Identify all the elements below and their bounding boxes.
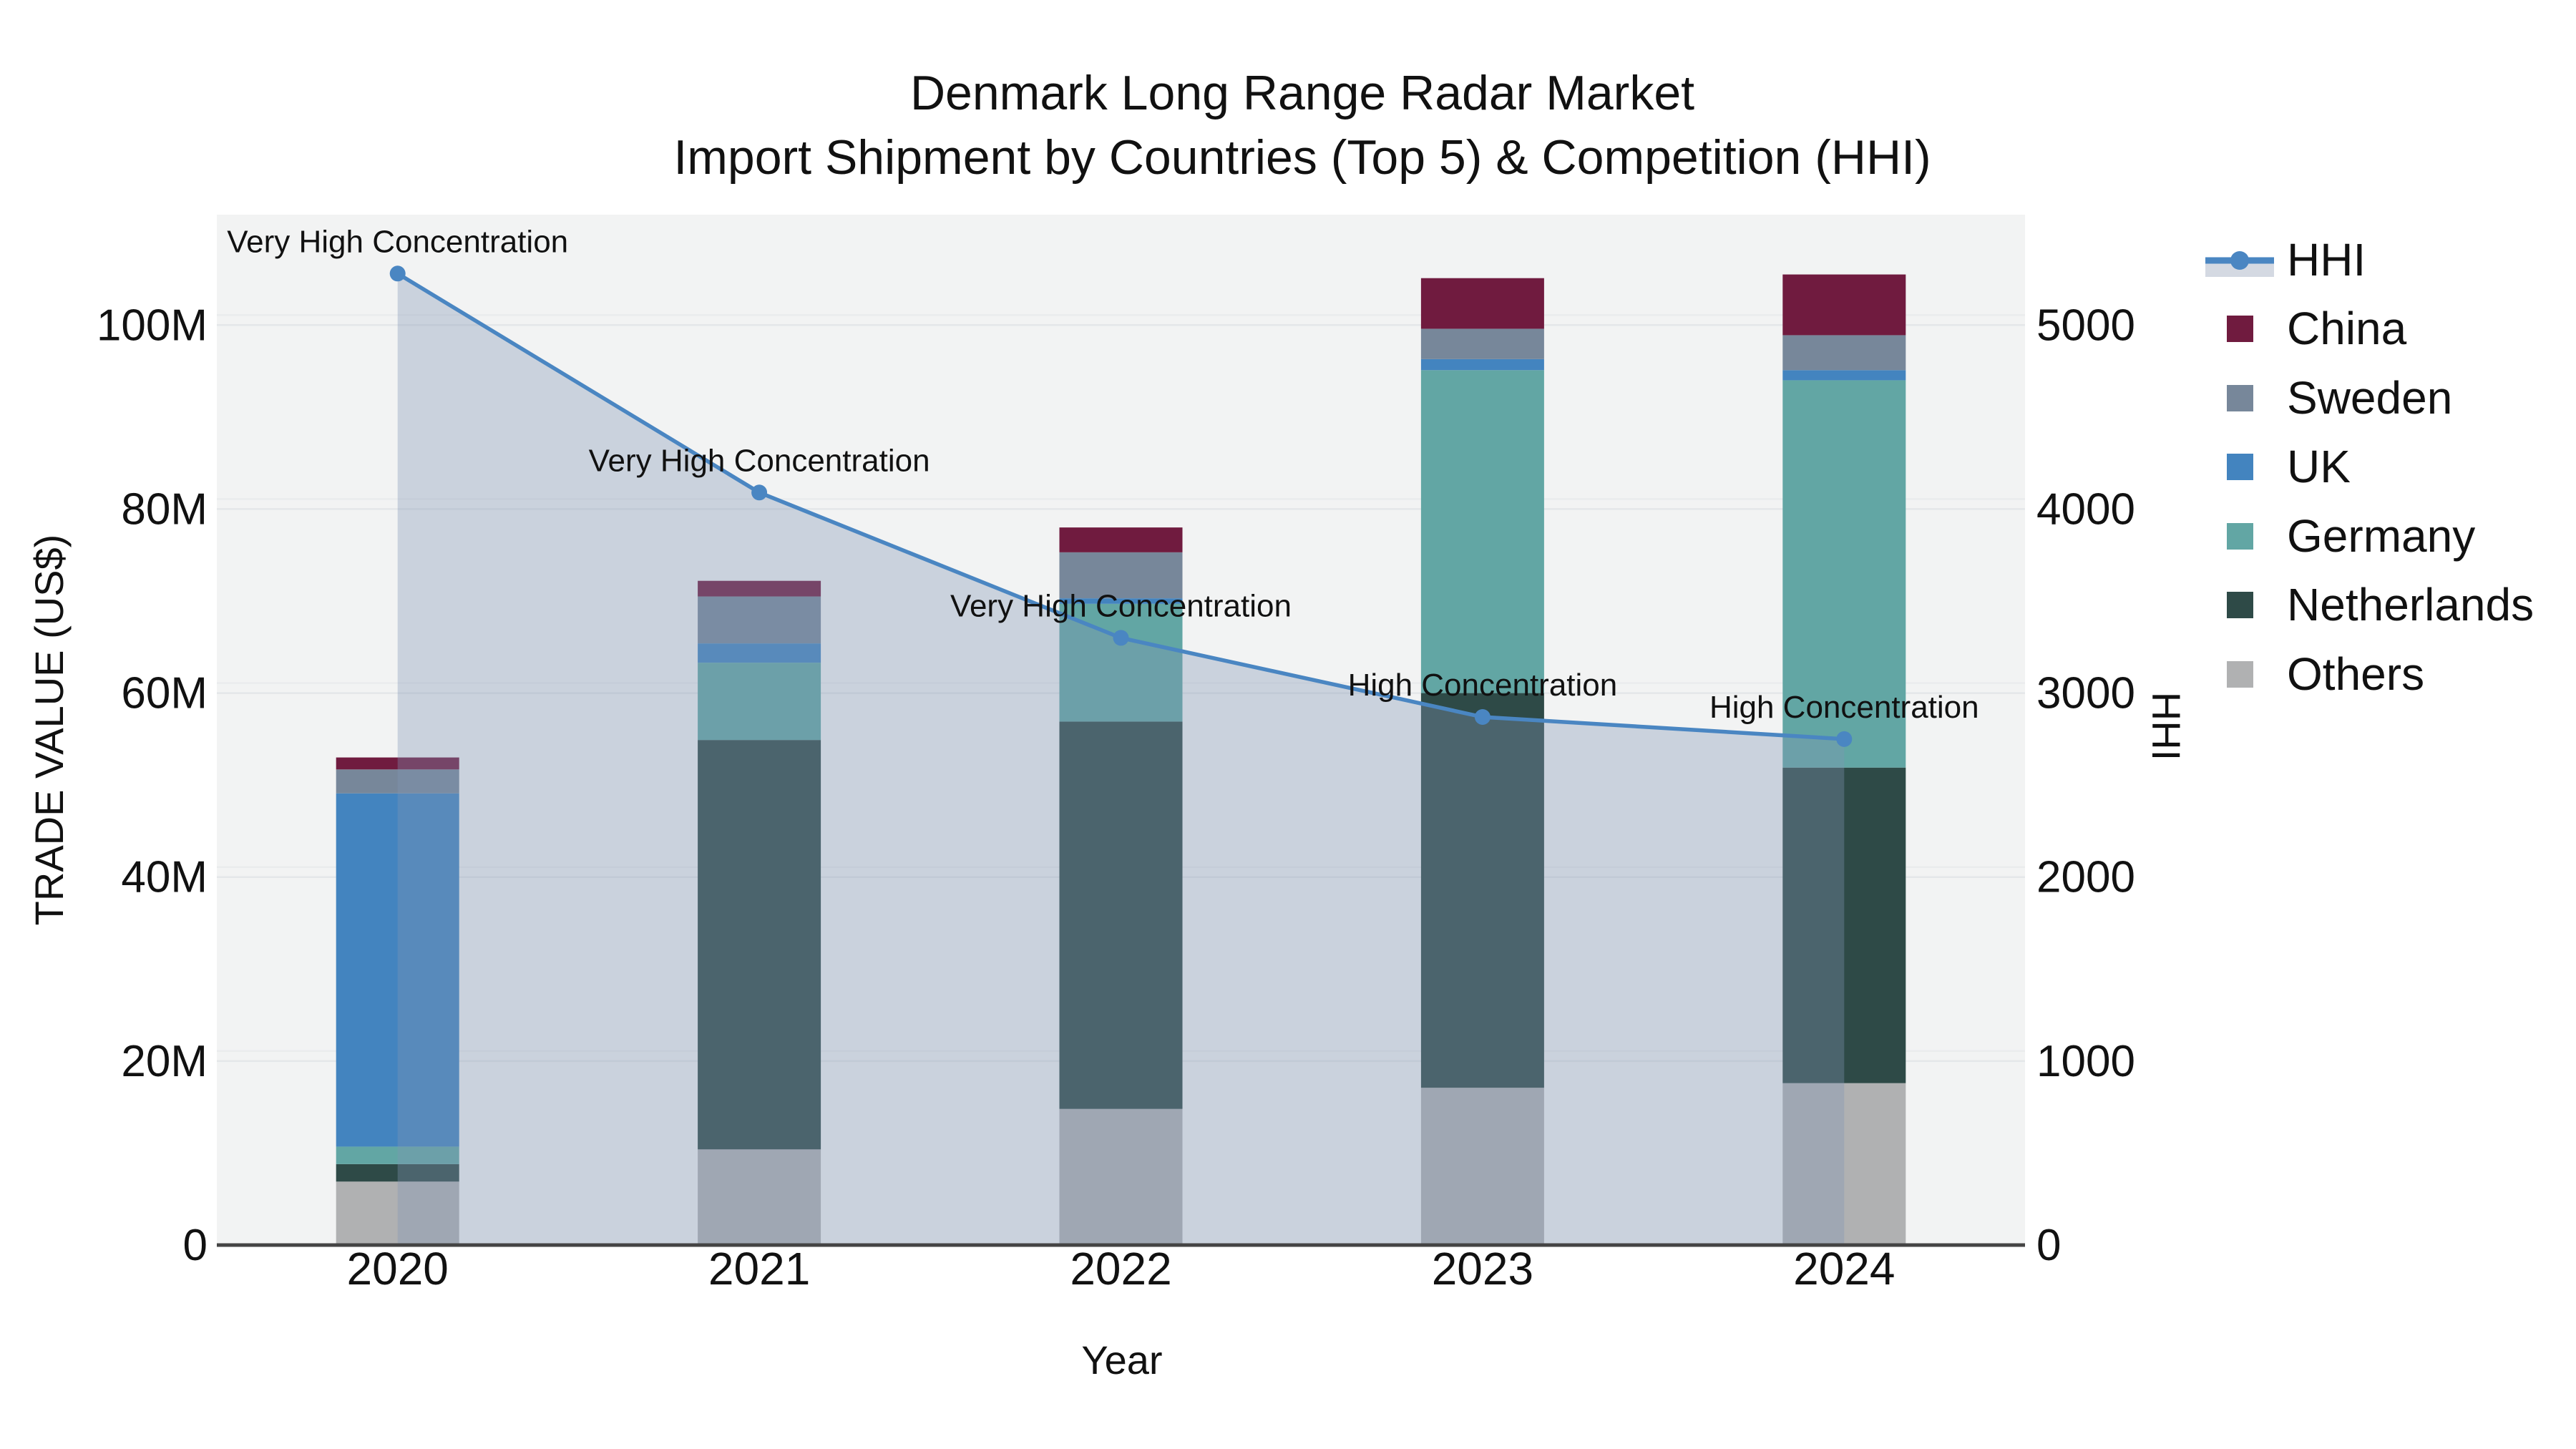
- sweden-swatch: [2227, 385, 2253, 411]
- bar-series: [336, 274, 1906, 1245]
- bar-segment-others-2023[interactable]: [1420, 1088, 1544, 1245]
- bar-segment-uk-2024[interactable]: [1782, 370, 1906, 381]
- legend-item-china[interactable]: China: [2227, 303, 2407, 354]
- legend-label: Germany: [2287, 510, 2475, 562]
- y-tick-label-left: 80M: [121, 484, 208, 534]
- bar-segment-netherlands-2023[interactable]: [1420, 693, 1544, 1088]
- legend-item-sweden[interactable]: Sweden: [2227, 372, 2452, 424]
- annotation-label: High Concentration: [1348, 668, 1618, 703]
- bar-segment-sweden-2024[interactable]: [1782, 335, 1906, 371]
- chart-title-line1: Denmark Long Range Radar Market: [910, 66, 1694, 120]
- bar-segment-china-2022[interactable]: [1059, 527, 1183, 552]
- bar-segment-china-2023[interactable]: [1420, 278, 1544, 329]
- bar-segment-sweden-2022[interactable]: [1059, 552, 1183, 599]
- bar-segment-germany-2020[interactable]: [336, 1146, 459, 1164]
- bar-segment-netherlands-2020[interactable]: [336, 1163, 459, 1182]
- legend-item-uk[interactable]: UK: [2227, 441, 2351, 492]
- y-tick-label-right: 4000: [2036, 484, 2135, 534]
- bar-segment-china-2024[interactable]: [1782, 274, 1906, 336]
- x-tick-label: 2021: [708, 1243, 810, 1294]
- y-tick-label-left: 20M: [121, 1037, 208, 1086]
- x-tick-label: 2020: [347, 1243, 449, 1294]
- hhi-point-2022[interactable]: [1113, 630, 1129, 646]
- hhi-point-2023[interactable]: [1474, 709, 1491, 725]
- chart-title-line2: Import Shipment by Countries (Top 5) & C…: [673, 130, 1931, 185]
- y-tick-label-right: 5000: [2036, 301, 2135, 350]
- bar-segment-netherlands-2024[interactable]: [1782, 767, 1906, 1083]
- legend-label: UK: [2287, 441, 2351, 492]
- annotation-label: Very High Concentration: [227, 224, 568, 259]
- x-tick-labels: 2020 2021 2022 2023 2024: [347, 1243, 1896, 1294]
- bar-segment-others-2024[interactable]: [1782, 1083, 1906, 1245]
- y-axis-title-left: TRADE VALUE (US$): [26, 535, 72, 926]
- y-tick-label-left: 60M: [121, 669, 208, 718]
- y-tick-label-left: 100M: [97, 301, 208, 350]
- legend-label: HHI: [2287, 234, 2366, 286]
- bar-segment-germany-2024[interactable]: [1782, 380, 1906, 768]
- legend: HHI China Sweden UK Germany Netherlands: [2205, 234, 2534, 700]
- y-axis-title-right: HHI: [2144, 692, 2189, 761]
- legend-item-germany[interactable]: Germany: [2227, 510, 2475, 562]
- bar-segment-sweden-2021[interactable]: [698, 596, 821, 644]
- bar-segment-germany-2023[interactable]: [1420, 370, 1544, 693]
- bar-segment-uk-2022[interactable]: [1059, 598, 1183, 604]
- annotation-label: High Concentration: [1709, 690, 1979, 725]
- legend-label: Sweden: [2287, 372, 2452, 424]
- bar-segment-china-2021[interactable]: [698, 580, 821, 597]
- hhi-area: [397, 273, 1845, 1246]
- annotation-label: Very High Concentration: [950, 588, 1292, 623]
- y-tick-label-right: 2000: [2036, 853, 2135, 902]
- y-tick-label-right: 1000: [2036, 1037, 2135, 1086]
- y-tick-label-right: 0: [2036, 1221, 2061, 1270]
- x-axis-title: Year: [1081, 1337, 1162, 1382]
- bar-segment-uk-2020[interactable]: [336, 793, 459, 1147]
- hhi-area-fill: [397, 273, 1845, 1246]
- hhi-point-2024[interactable]: [1836, 731, 1853, 747]
- x-tick-label: 2024: [1793, 1243, 1895, 1294]
- bar-segment-others-2022[interactable]: [1059, 1108, 1183, 1245]
- uk-swatch: [2227, 454, 2253, 480]
- germany-swatch: [2227, 523, 2253, 550]
- hhi-marker-icon: [2230, 251, 2249, 270]
- hhi-line-group: [389, 265, 1853, 747]
- bar-segment-sweden-2023[interactable]: [1420, 328, 1544, 359]
- legend-label: Others: [2287, 648, 2424, 700]
- bar-segment-others-2020[interactable]: [336, 1181, 459, 1245]
- china-swatch: [2227, 316, 2253, 342]
- legend-label: China: [2287, 303, 2407, 354]
- bar-segment-netherlands-2021[interactable]: [698, 740, 821, 1150]
- y-tick-label-right: 3000: [2036, 669, 2135, 718]
- netherlands-swatch: [2227, 592, 2253, 618]
- legend-label: Netherlands: [2287, 579, 2534, 630]
- annotation-label: Very High Concentration: [589, 443, 930, 478]
- y-tick-labels-right: 0 1000 2000 3000 4000 5000: [2036, 301, 2135, 1270]
- x-tick-label: 2022: [1070, 1243, 1171, 1294]
- bar-segment-uk-2023[interactable]: [1420, 358, 1544, 371]
- x-tick-label: 2023: [1432, 1243, 1533, 1294]
- y-tick-label-left: 40M: [121, 853, 208, 902]
- legend-item-others[interactable]: Others: [2227, 648, 2424, 700]
- legend-item-hhi[interactable]: HHI: [2205, 234, 2366, 286]
- hhi-point-2021[interactable]: [751, 484, 768, 501]
- bar-segment-sweden-2020[interactable]: [336, 769, 459, 794]
- bar-segment-germany-2021[interactable]: [698, 663, 821, 741]
- hhi-point-2020[interactable]: [389, 265, 406, 282]
- legend-item-netherlands[interactable]: Netherlands: [2227, 579, 2534, 630]
- bar-segment-others-2021[interactable]: [698, 1149, 821, 1245]
- bar-segment-china-2020[interactable]: [336, 757, 459, 770]
- bar-segment-netherlands-2022[interactable]: [1059, 721, 1183, 1109]
- annotations: Very High Concentration Very High Concent…: [227, 224, 1979, 725]
- others-swatch: [2227, 661, 2253, 688]
- bar-segment-uk-2021[interactable]: [698, 643, 821, 663]
- y-tick-labels-left: 0 20M 40M 60M 80M 100M: [97, 301, 208, 1270]
- y-tick-label-left: 0: [183, 1221, 208, 1270]
